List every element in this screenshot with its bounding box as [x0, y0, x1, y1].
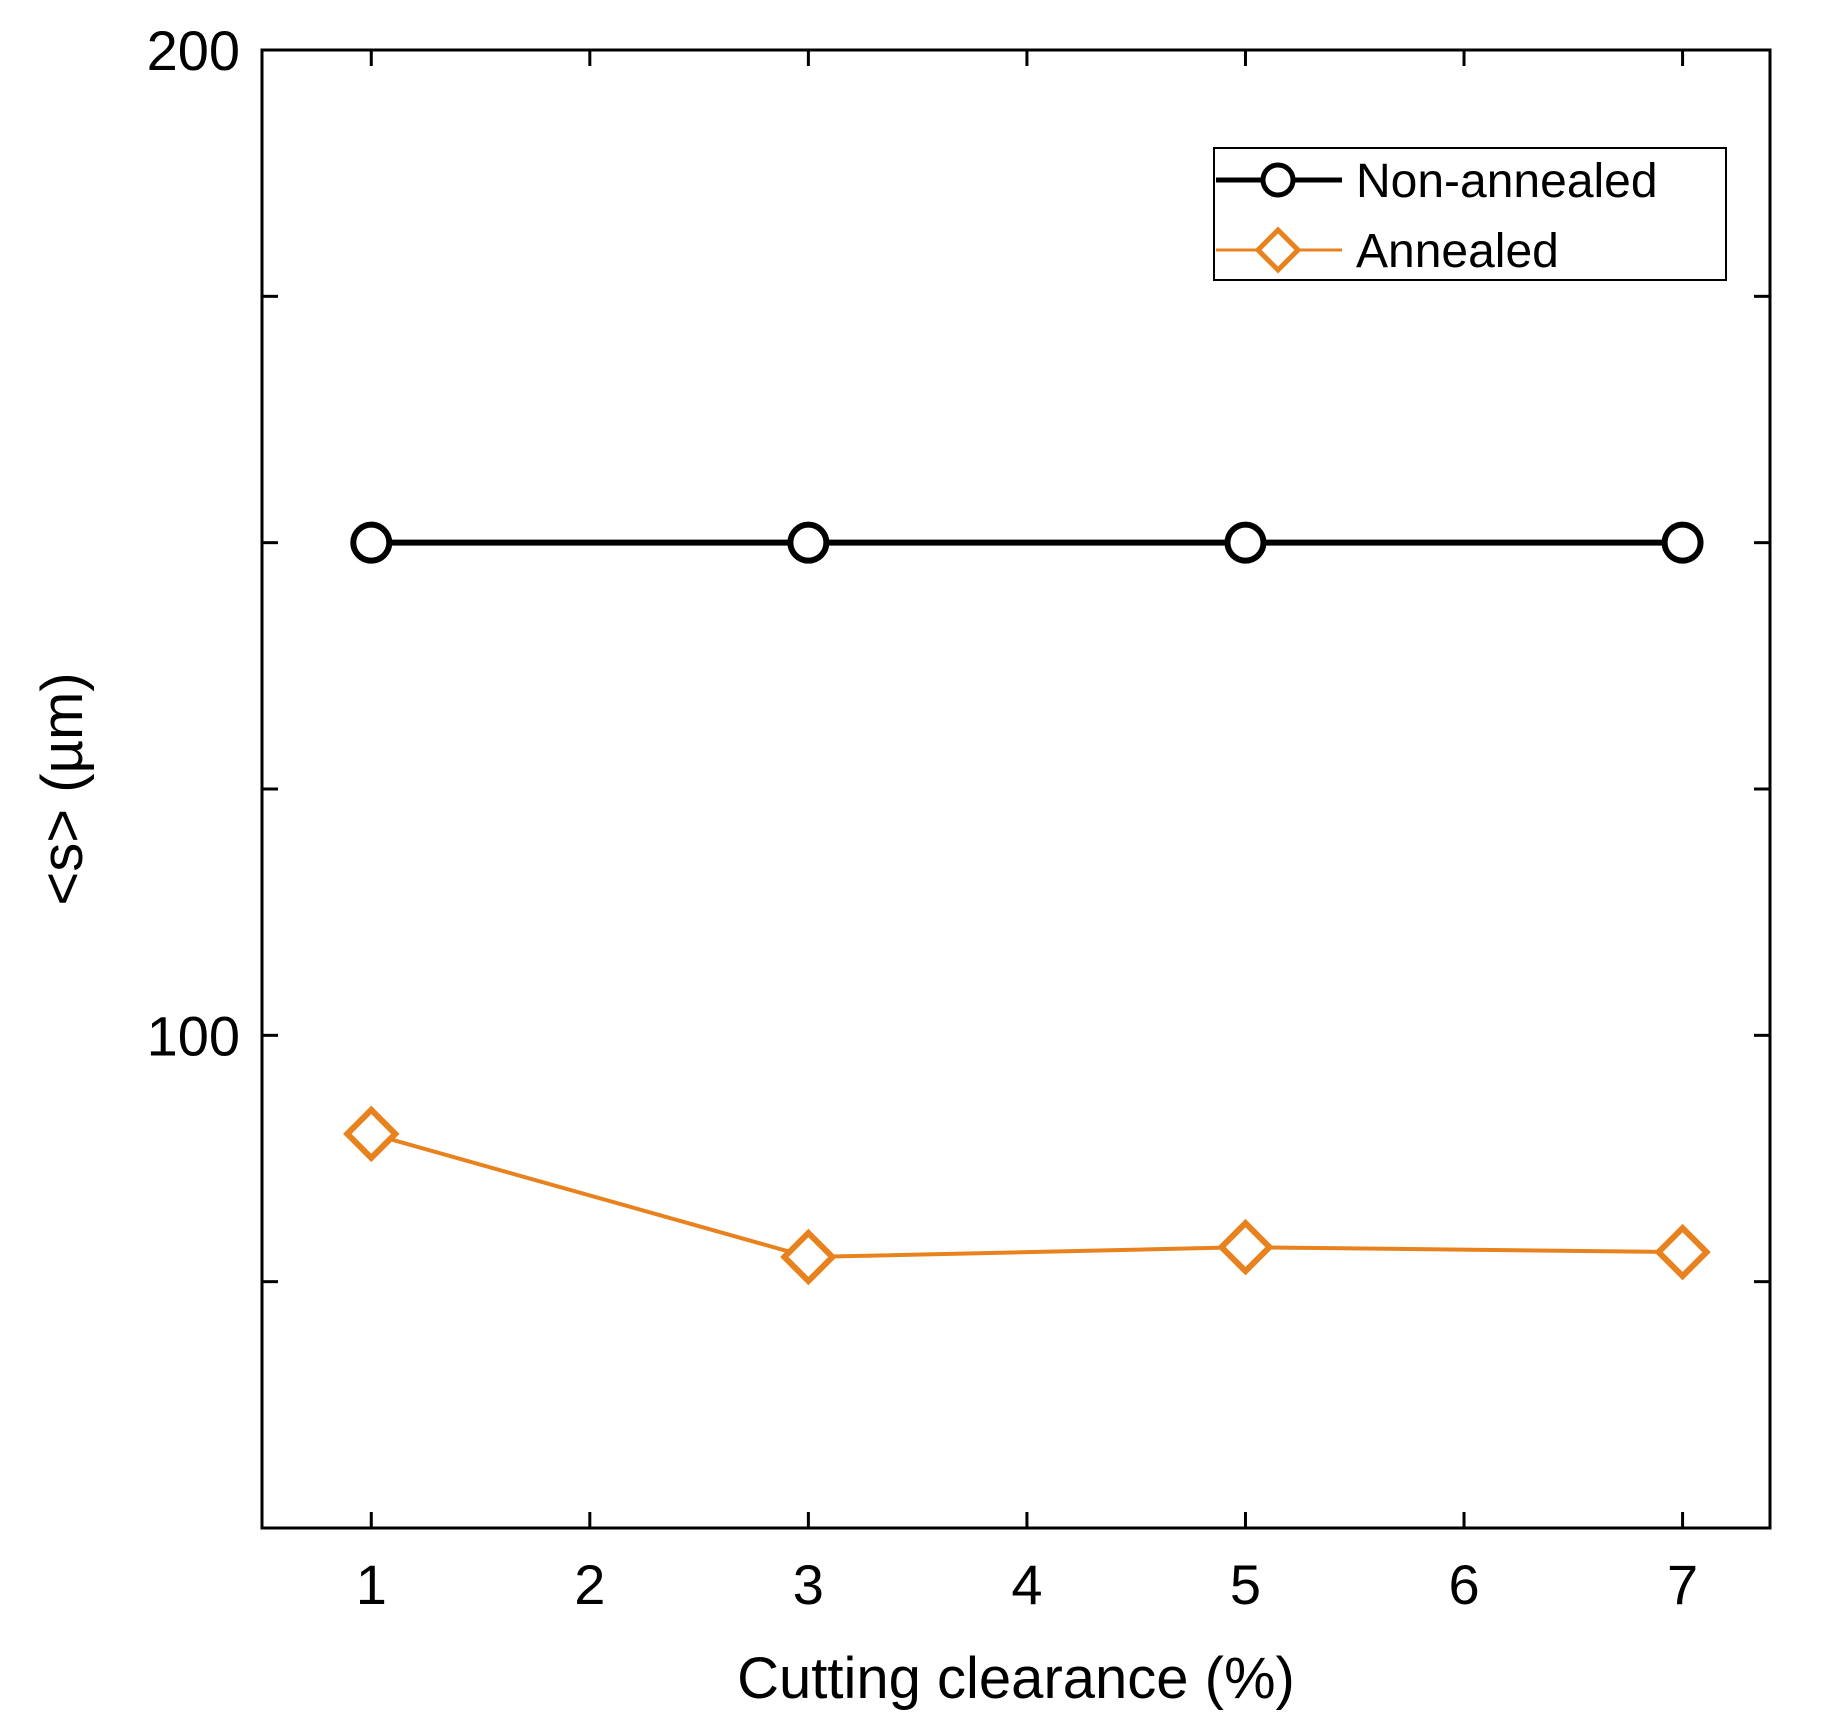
legend-marker-non-annealed	[1260, 162, 1296, 198]
x-tick-label: 6	[1448, 1553, 1479, 1616]
tick-labels: 1 2 3 4 5 6 7 100 200	[147, 19, 1699, 1616]
x-tick-label: 4	[1011, 1553, 1042, 1616]
y-tick-label: 200	[147, 19, 240, 82]
y-axis-title: <s> (µm)	[30, 672, 95, 905]
x-tick-label: 5	[1230, 1553, 1261, 1616]
legend-label-non-annealed: Non-annealed	[1356, 155, 1658, 208]
legend-box	[1213, 147, 1727, 281]
x-tick-label: 2	[574, 1553, 605, 1616]
data-point-annealed-x5	[1217, 1218, 1274, 1276]
y-tick-label: 100	[147, 1004, 240, 1067]
data-point-non-annealed-x5	[1224, 521, 1267, 564]
axis-ticks	[262, 48, 1770, 1528]
data-point-non-annealed-x1	[350, 521, 393, 564]
x-tick-label: 1	[356, 1553, 387, 1616]
legend: Non-annealed Annealed	[1213, 147, 1727, 281]
series-line-annealed	[370, 1131, 1683, 1260]
series-markers	[343, 521, 1711, 1286]
data-point-non-annealed-x7	[1661, 521, 1704, 564]
data-point-annealed-x7	[1654, 1223, 1711, 1281]
series-lines	[370, 539, 1683, 1260]
data-point-annealed-x3	[780, 1228, 837, 1286]
x-tick-label: 7	[1667, 1553, 1698, 1616]
x-axis-title: Cutting clearance (%)	[737, 1646, 1295, 1711]
data-point-non-annealed-x3	[787, 521, 830, 564]
data-point-annealed-x1	[343, 1105, 400, 1163]
x-tick-label: 3	[793, 1553, 824, 1616]
legend-marker-annealed	[1254, 226, 1302, 274]
legend-label-annealed: Annealed	[1356, 225, 1559, 278]
